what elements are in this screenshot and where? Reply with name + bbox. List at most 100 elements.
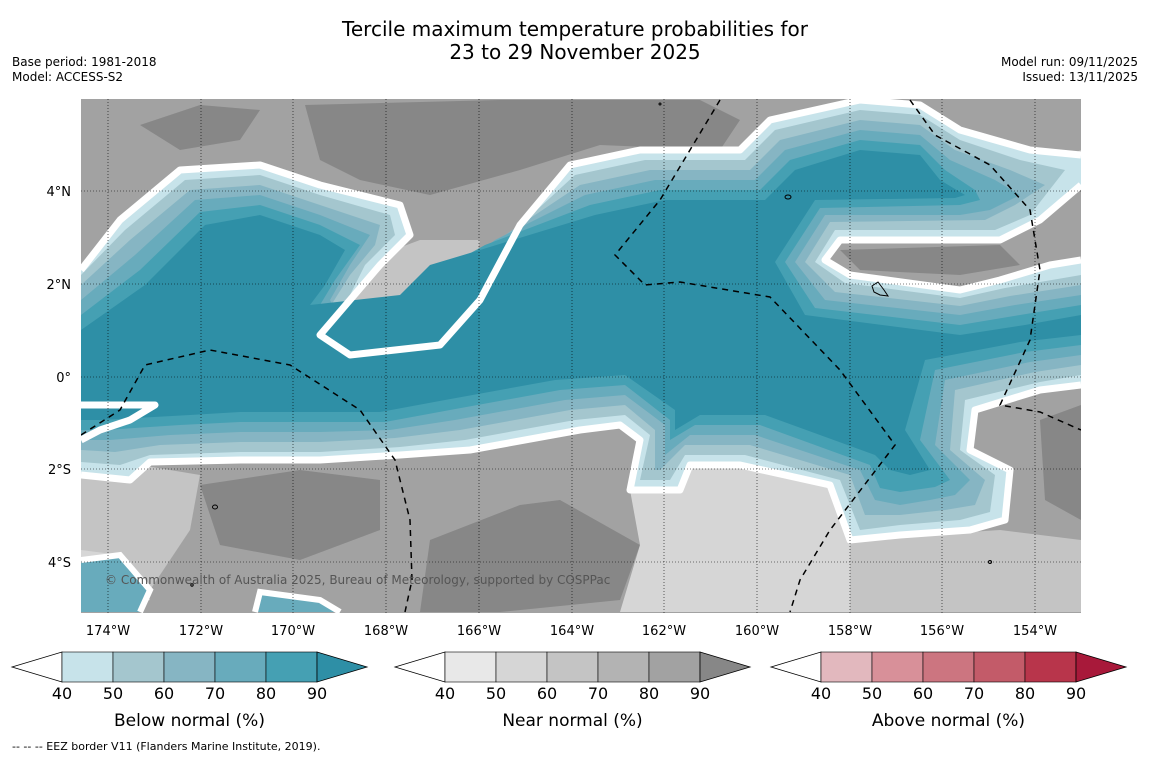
- probability-50-contour: [81, 99, 1081, 544]
- colorbar-tick-label: 60: [537, 684, 557, 703]
- longitude-label: 172°W: [179, 624, 223, 639]
- colorbar-tick-label: 70: [964, 684, 984, 703]
- below-normal-sw-patch: [81, 555, 150, 612]
- colorbar-title: Near normal (%): [502, 711, 642, 731]
- colorbar-segment: [163, 651, 216, 683]
- issued-date: Issued: 13/11/2025: [1022, 70, 1138, 84]
- colorbar-tick-label: 80: [1015, 684, 1035, 703]
- colorbar-tick-label: 90: [690, 684, 710, 703]
- map-plot-area: © Commonwealth of Australia 2025, Bureau…: [81, 99, 1081, 613]
- latitude-label: 4°N: [47, 185, 72, 200]
- colorbar-segment: [597, 651, 650, 683]
- longitude-label: 156°W: [920, 624, 964, 639]
- islands: [190, 102, 992, 587]
- copyright-notice: © Commonwealth of Australia 2025, Bureau…: [105, 573, 610, 587]
- colorbar-2: 40 50 60 70 80 90 Near normal (%): [393, 651, 752, 731]
- s-patch-contour: [252, 588, 342, 613]
- colorbar-segment: [265, 651, 318, 683]
- title-line-1: Tercile maximum temperature probabilitie…: [342, 17, 808, 41]
- latitude-labels: 4°N 2°N 0° 2°S 4°S: [47, 185, 72, 571]
- colorbar-lower-extension: [393, 651, 446, 683]
- colorbar-tick-label: 60: [154, 684, 174, 703]
- sw-patch-contour: [81, 551, 154, 613]
- colorbar-lower-extension: [769, 651, 822, 683]
- colorbar-segment: [112, 651, 165, 683]
- colorbar-tick-label: 50: [103, 684, 123, 703]
- island-1: [784, 194, 792, 200]
- title-line-2: 23 to 29 November 2025: [449, 40, 701, 64]
- map-figure: © Commonwealth of Australia 2025, Bureau…: [10, 99, 1128, 731]
- below-normal-90: [81, 150, 1081, 475]
- colorbar-tick-label: 50: [862, 684, 882, 703]
- colorbar-segment: [820, 651, 873, 683]
- colorbar-upper-extension: [1075, 651, 1128, 683]
- colorbar-3: 40 50 60 70 80 90 Above normal (%): [769, 651, 1128, 731]
- colorbar-segment: [922, 651, 975, 683]
- below-normal-region: [81, 100, 1081, 540]
- island-6: [988, 560, 992, 564]
- colorbar-segment: [546, 651, 599, 683]
- near-normal-90-east-band: [840, 245, 1020, 275]
- colorbar-tick-label: 90: [1066, 684, 1086, 703]
- meta-right: Model run: 09/11/2025 Issued: 13/11/2025: [1001, 55, 1138, 85]
- longitude-label: 164°W: [550, 624, 594, 639]
- colorbar-segment: [871, 651, 924, 683]
- colorbars: 40 50 60 70 80 90 Below normal (%) 40 50 60 70 80 90…: [10, 651, 1128, 731]
- meta-left: Base period: 1981-2018 Model: ACCESS-S2: [12, 55, 157, 85]
- longitude-labels: 174°W 172°W 170°W 168°W 166°W 164°W 162°W 160°W…: [86, 624, 1057, 639]
- colorbar-segment: [214, 651, 267, 683]
- colorbar-tick-label: 80: [256, 684, 276, 703]
- near-normal-90-se: [1040, 405, 1081, 520]
- eez-border-southeast: [909, 99, 1081, 431]
- colorbar-tick-label: 90: [307, 684, 327, 703]
- colorbar-segment: [61, 651, 114, 683]
- near-normal-60-south-east: [850, 530, 1081, 612]
- base-period: Base period: 1981-2018: [12, 55, 157, 69]
- colorbar-1: 40 50 60 70 80 90 Below normal (%): [10, 651, 369, 731]
- colorbar-title: Above normal (%): [872, 711, 1025, 731]
- near-normal-90-nw: [140, 105, 260, 150]
- map-title: Tercile maximum temperature probabilitie…: [0, 18, 1150, 64]
- colorbar-tick-label: 70: [205, 684, 225, 703]
- colorbar-segment: [1024, 651, 1077, 683]
- colorbar-tick-label: 40: [811, 684, 831, 703]
- island-2: [871, 281, 890, 297]
- eez-footnote: -- -- -- EEZ border V11 (Flanders Marine…: [12, 740, 321, 753]
- colorbar-tick-label: 70: [588, 684, 608, 703]
- latitude-label: 2°N: [47, 278, 72, 293]
- longitude-label: 154°W: [1013, 624, 1057, 639]
- colorbar-segment: [648, 651, 701, 683]
- eez-borders: [81, 99, 1081, 613]
- island-5: [190, 583, 194, 587]
- longitude-label: 174°W: [86, 624, 130, 639]
- colorbar-tick-label: 40: [435, 684, 455, 703]
- colorbar-tick-label: 40: [52, 684, 72, 703]
- island-3: [212, 504, 218, 510]
- colorbar-tick-label: 50: [486, 684, 506, 703]
- colorbar-tick-label: 60: [913, 684, 933, 703]
- eez-border-east: [613, 99, 896, 613]
- model-name: Model: ACCESS-S2: [12, 70, 124, 84]
- eez-border-west: [81, 349, 413, 613]
- colorbar-segment: [444, 651, 497, 683]
- longitude-label: 168°W: [364, 624, 408, 639]
- latitude-label: 0°: [56, 371, 71, 386]
- colorbar-title: Below normal (%): [114, 711, 265, 731]
- model-run: Model run: 09/11/2025: [1000, 55, 1138, 69]
- latitude-label: 4°S: [48, 556, 71, 571]
- longitude-label: 162°W: [642, 624, 686, 639]
- colorbar-segment: [495, 651, 548, 683]
- longitude-label: 160°W: [735, 624, 779, 639]
- near-normal-90-sw: [200, 470, 380, 560]
- near-normal-90-south: [420, 500, 640, 612]
- colorbar-lower-extension: [10, 651, 63, 683]
- longitude-label: 166°W: [457, 624, 501, 639]
- longitude-label: 158°W: [828, 624, 872, 639]
- longitude-label: 170°W: [271, 624, 315, 639]
- latitude-label: 2°S: [48, 463, 71, 478]
- island-4: [658, 102, 662, 106]
- colorbar-segment: [973, 651, 1026, 683]
- near-normal-90-north: [305, 100, 740, 195]
- colorbar-upper-extension: [699, 651, 752, 683]
- colorbar-tick-label: 80: [639, 684, 659, 703]
